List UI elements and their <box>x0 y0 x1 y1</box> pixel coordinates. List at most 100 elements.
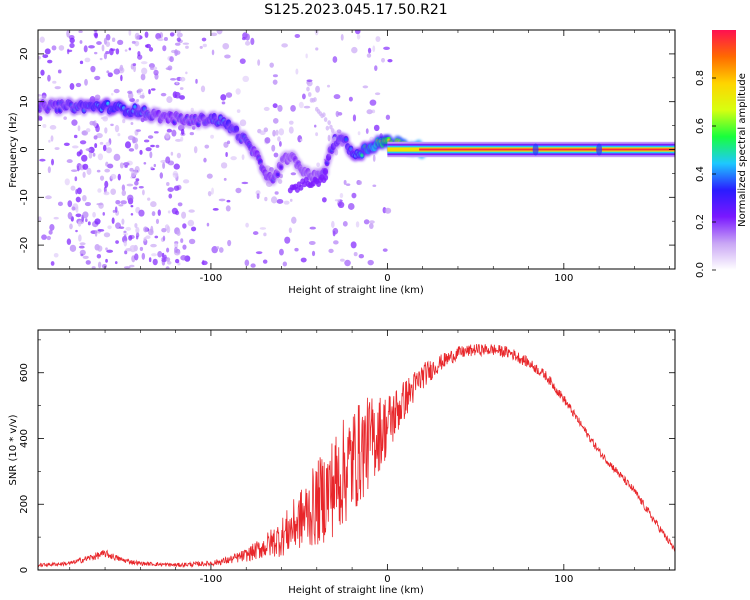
spectrogram-speckle <box>54 86 61 90</box>
spectrogram-cell <box>332 136 337 142</box>
spectrogram-speckle <box>117 133 121 137</box>
spectrogram-speckle <box>143 139 150 143</box>
spectrogram-speckle <box>166 181 170 187</box>
spectrogram-speckle <box>42 123 47 129</box>
spectrogram-speckle <box>38 216 42 222</box>
spectrogram-speckle <box>245 222 249 228</box>
spectrogram-speckle <box>85 218 88 223</box>
spectrogram-speckle <box>374 92 381 96</box>
spectrogram-speckle <box>207 190 212 197</box>
spectrogram-speckle <box>168 193 173 199</box>
spectrogram-speckle <box>48 229 53 235</box>
spectrogram-speckle <box>166 247 170 253</box>
spectrogram-speckle <box>101 44 105 52</box>
colorbar-tick-label: 0.2 <box>695 214 706 230</box>
spectrogram-speckle <box>179 95 185 100</box>
spectrogram-speckle <box>173 185 180 191</box>
spectrogram-speckle <box>106 70 110 74</box>
spectrogram-speckle <box>262 259 268 264</box>
colorbar-tick-label: 0.0 <box>695 262 706 278</box>
spectrogram-band-core <box>419 148 675 151</box>
spectrogram-speckle <box>88 146 95 154</box>
spectrogram-speckle <box>185 71 188 75</box>
spectrogram-speckle <box>294 33 301 39</box>
spectrogram-cell <box>327 120 331 126</box>
spectrogram-speckle <box>101 263 107 269</box>
spectrogram-speckle <box>142 189 145 196</box>
spectrogram-speckle <box>201 37 207 42</box>
spectrogram-speckle <box>122 119 126 124</box>
spectrogram-speckle <box>332 56 338 63</box>
spectrogram-speckle <box>155 32 162 40</box>
spectrogram-speckle <box>66 159 73 164</box>
spectrogram-speckle <box>75 196 81 203</box>
spectrogram-speckle <box>105 258 108 263</box>
spectrogram-speckle <box>103 191 110 196</box>
spectrogram-speckle <box>138 185 144 189</box>
spectrogram-speckle <box>94 143 98 149</box>
spectrogram-speckle <box>163 36 168 41</box>
spectrogram-speckle <box>155 144 160 148</box>
spectrogram-speckle <box>340 258 345 262</box>
spectrogram-speckle <box>181 211 187 219</box>
spectrogram-speckle <box>160 159 167 164</box>
spectrogram-cell <box>344 137 348 142</box>
spectrogram-speckle <box>104 127 108 134</box>
spectrogram-speckle <box>96 41 102 45</box>
spectrogram-speckle <box>130 204 134 208</box>
spectrogram-speckle <box>384 207 392 214</box>
spectrogram-speckle <box>282 261 288 267</box>
spectrogram-speckle <box>87 221 91 226</box>
spectrogram-cell <box>306 86 310 92</box>
x-tick-label: 100 <box>554 574 573 585</box>
spectrogram-speckle <box>99 175 105 181</box>
spectrogram-speckle <box>351 192 357 199</box>
spectrogram-speckle <box>180 136 184 142</box>
spectrogram-speckle <box>41 234 47 240</box>
spectrogram-speckle <box>306 80 313 87</box>
spectrogram-speckle <box>38 115 42 121</box>
spectrogram-speckle <box>102 211 105 216</box>
spectrogram-speckle <box>382 248 388 252</box>
spectrogram-speckle <box>97 261 102 269</box>
spectrogram-speckle <box>79 40 83 44</box>
spectrogram-speckle <box>174 258 180 264</box>
spectrogram-speckle <box>362 85 369 89</box>
spectrogram-speckle <box>182 42 190 45</box>
spectrogram-speckle <box>255 190 261 196</box>
spectrogram-speckle <box>139 149 143 155</box>
spectrogram-speckle <box>182 179 190 184</box>
spectrogram-speckle <box>144 31 149 38</box>
spectrogram-speckle <box>88 45 95 49</box>
spectrogram-speckle <box>123 162 130 166</box>
spectrogram-speckle <box>58 45 65 51</box>
spectrogram-speckle <box>47 74 51 82</box>
spectrogram-speckle <box>118 204 124 207</box>
spectrogram-speckle <box>103 37 107 45</box>
spectrogram-speckle <box>185 45 189 49</box>
spectrogram-speckle <box>245 33 250 41</box>
snr-y-label: SNR (10 * v/v) <box>8 414 19 485</box>
spectrogram-speckle <box>96 202 104 206</box>
spectrogram-speckle <box>140 61 148 65</box>
spectrogram-speckle <box>356 33 361 40</box>
spectrogram-x-label: Height of straight line (km) <box>288 285 424 296</box>
spectrogram-speckle <box>170 78 177 81</box>
spectrogram-speckle <box>166 225 171 234</box>
spectrogram-speckle <box>53 216 59 220</box>
spectrogram-speckle <box>110 123 114 127</box>
spectrogram-speckle <box>373 124 380 132</box>
spectrogram-speckle <box>343 179 347 185</box>
spectrogram-speckle <box>112 209 116 213</box>
spectrogram-speckle <box>147 135 154 139</box>
spectrogram-speckle <box>132 63 137 67</box>
spectrogram-cell <box>322 167 329 176</box>
spectrogram-speckle <box>347 202 355 210</box>
spectrogram-speckle <box>169 56 174 63</box>
spectrogram-speckle <box>180 255 187 261</box>
spectrogram-speckle <box>165 132 170 139</box>
spectrogram-speckle <box>366 53 372 58</box>
spectrogram-speckle <box>105 50 110 55</box>
spectrogram-speckle <box>315 85 320 93</box>
spectrogram-speckle <box>175 81 179 85</box>
